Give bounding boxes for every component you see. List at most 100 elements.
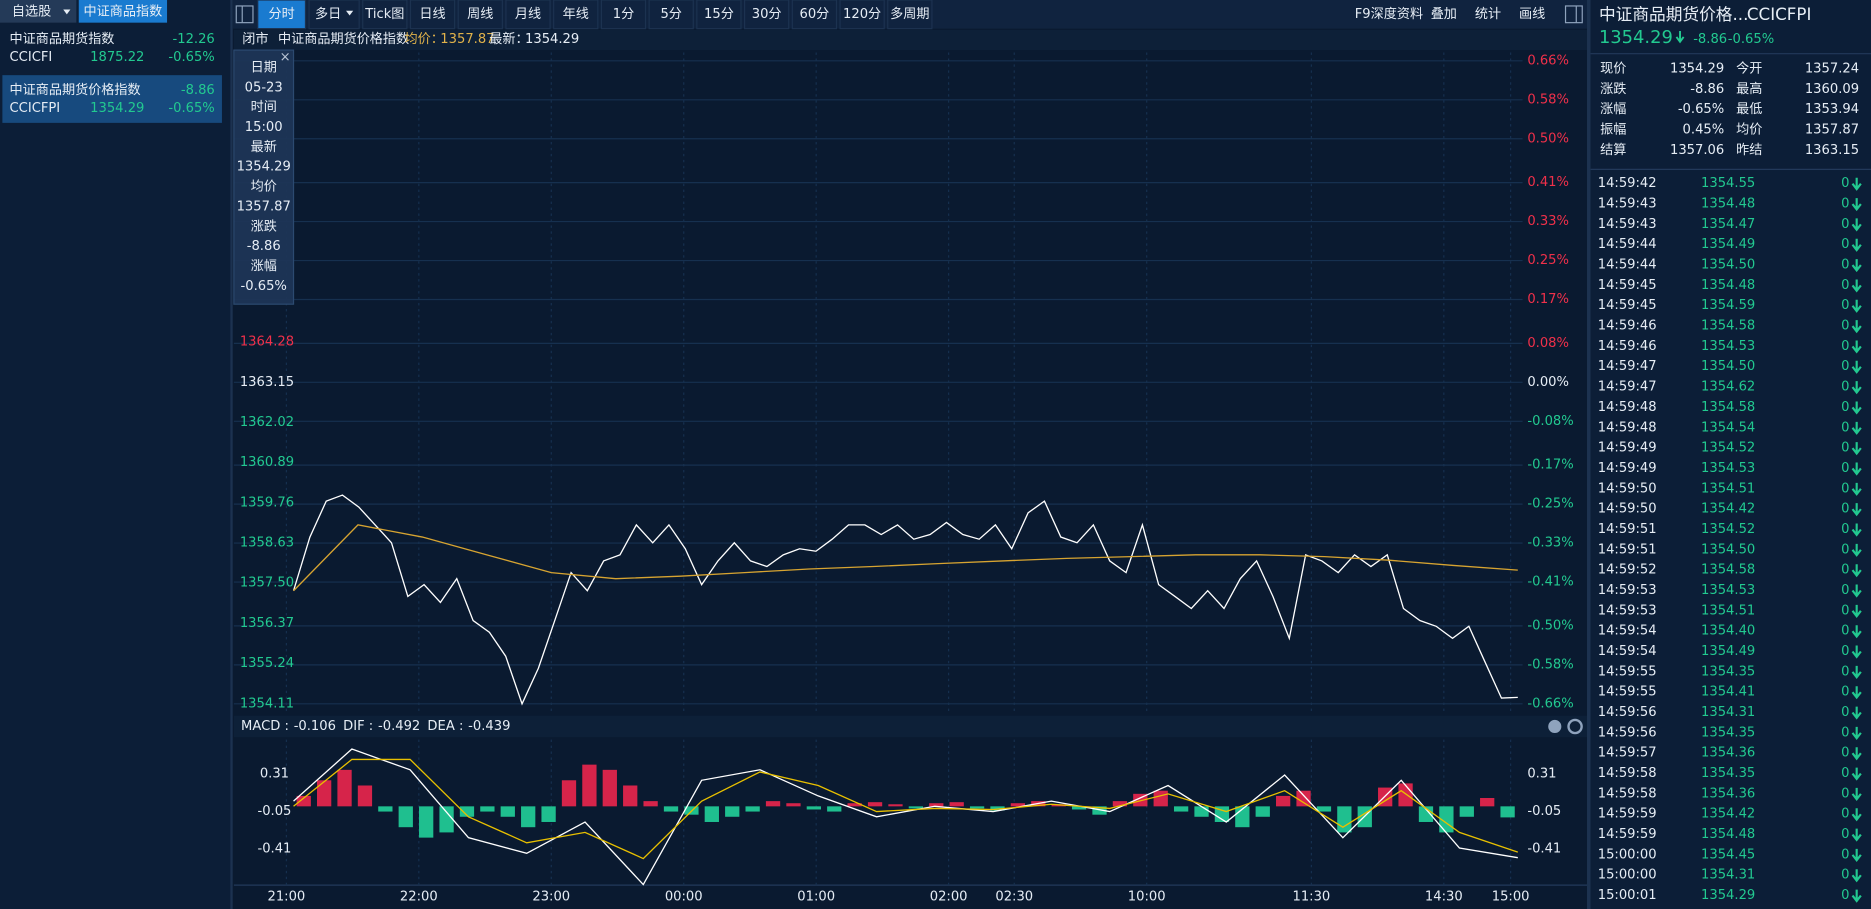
- y-tick-label: 1354.11: [240, 696, 294, 711]
- tab[interactable]: [78, 0, 168, 23]
- tick-price: 1354.49: [1701, 237, 1755, 252]
- x-tick-label: 15:00: [1492, 890, 1530, 905]
- last-label: 最新：: [489, 31, 528, 47]
- toolbar-button-label[interactable]: 统计: [1475, 6, 1501, 22]
- close-icon[interactable]: [1548, 719, 1562, 734]
- toolbar-button[interactable]: [887, 0, 933, 30]
- x-tick-label: 01:00: [797, 890, 835, 905]
- down-arrow: [1675, 31, 1685, 44]
- toolbar-button-label[interactable]: 分时: [268, 6, 294, 22]
- toolbar-button[interactable]: [648, 0, 694, 30]
- toolbar-button-label[interactable]: 60分: [799, 6, 829, 22]
- toolbar-button-label[interactable]: F9深度资料: [1355, 6, 1423, 22]
- toolbar-button-label[interactable]: Tick图: [364, 7, 404, 22]
- toolbar-button-label[interactable]: 1分: [613, 6, 634, 22]
- y-tick-label: 1357.50: [240, 576, 294, 591]
- toolbar-button-label[interactable]: 15分: [704, 6, 734, 22]
- toolbar-button[interactable]: [257, 0, 307, 30]
- macd-bar: [378, 806, 393, 812]
- toggle-left-icon[interactable]: [235, 5, 254, 24]
- macd-bar: [704, 806, 719, 822]
- status: 闭市: [242, 30, 268, 47]
- toolbar-button[interactable]: [791, 0, 838, 30]
- tab[interactable]: [0, 0, 77, 23]
- tick-price: 1354.49: [1701, 644, 1755, 659]
- quote-value: -0.65%: [1678, 102, 1724, 117]
- toolbar-button-label[interactable]: 周线: [467, 6, 493, 22]
- down-arrow: [1851, 320, 1862, 334]
- toolbar-button[interactable]: [505, 0, 551, 30]
- toolbar-button-label[interactable]: 月线: [515, 6, 541, 22]
- toolbar-button[interactable]: [743, 0, 790, 30]
- toolbar-button-label[interactable]: 多周期: [890, 5, 929, 22]
- x-tick-label: 14:30: [1425, 890, 1463, 905]
- tick-volume: 0: [1841, 400, 1849, 415]
- toggle-right-icon[interactable]: [1564, 5, 1583, 24]
- toolbar-button-label[interactable]: 画线: [1519, 6, 1545, 22]
- tick-volume: 0: [1841, 380, 1849, 395]
- down-arrow: [1851, 848, 1862, 863]
- popup-close[interactable]: ×: [280, 50, 291, 65]
- item-name[interactable]: 中证商品期货价格指数: [10, 81, 141, 98]
- x-tick-label: 23:00: [532, 890, 570, 905]
- quote-label: 涨幅: [1600, 101, 1626, 117]
- tick-volume: 0: [1841, 258, 1849, 273]
- toolbar-button-label[interactable]: 年线: [563, 6, 589, 22]
- tick-price: 1354.53: [1701, 461, 1755, 476]
- tick-volume: 0: [1841, 278, 1849, 293]
- y2-tick-label: 0.50%: [1527, 131, 1569, 146]
- toolbar-button[interactable]: [457, 0, 503, 30]
- macd-bar: [582, 764, 597, 807]
- dea-line: [293, 758, 1519, 860]
- toolbar-button[interactable]: [362, 0, 408, 30]
- item-name[interactable]: 中证商品期货指数: [10, 30, 115, 47]
- macd-bar: [357, 785, 373, 807]
- down-arrow: [1851, 808, 1862, 822]
- toolbar-button-label[interactable]: 日线: [419, 6, 445, 22]
- toolbar-button[interactable]: [600, 0, 647, 30]
- legend-label: MACD :: [241, 719, 289, 734]
- macd-bar: [888, 804, 903, 807]
- x-tick-label: 02:30: [995, 890, 1033, 905]
- y2-tick-label: 0.41%: [1527, 175, 1569, 190]
- tick-price: 1354.50: [1701, 258, 1755, 273]
- tick-price: 1354.42: [1701, 807, 1755, 822]
- macd-bar: [1092, 806, 1107, 815]
- tick-time: 14:59:46: [1598, 319, 1657, 334]
- tick-price: 1354.36: [1701, 746, 1755, 761]
- macd-bar: [1112, 801, 1128, 807]
- toolbar-button-label[interactable]: 多日: [315, 5, 341, 22]
- settings-icon[interactable]: [1567, 718, 1583, 735]
- item-code: CCICFPI: [10, 101, 61, 116]
- down-arrow: [1851, 706, 1862, 720]
- tick-time: 14:59:54: [1598, 624, 1657, 639]
- y-tick-label: -0.41: [1527, 842, 1561, 857]
- toolbar-button-label[interactable]: 30分: [752, 6, 782, 22]
- tick-volume: 0: [1841, 359, 1849, 374]
- tab-label[interactable]: 中证商品指数: [84, 3, 163, 19]
- macd-bar: [1296, 790, 1311, 807]
- tick-price: 1354.42: [1701, 502, 1755, 517]
- toolbar-button[interactable]: [839, 0, 885, 30]
- tick-time: 14:59:58: [1598, 786, 1657, 801]
- tick-time: 14:59:52: [1598, 563, 1657, 578]
- item-change: -8.86: [181, 83, 215, 98]
- toolbar-button[interactable]: [308, 0, 360, 30]
- toolbar-button[interactable]: [553, 0, 599, 30]
- toolbar-button[interactable]: [409, 0, 456, 30]
- macd-bar: [929, 803, 944, 807]
- tab-label[interactable]: 自选股: [12, 3, 51, 19]
- y2-tick-label: -0.17%: [1527, 458, 1573, 473]
- tick-price: 1354.53: [1701, 339, 1755, 354]
- toolbar-button[interactable]: [696, 0, 742, 30]
- item-pct: -0.65%: [168, 50, 214, 65]
- macd-bar: [786, 803, 801, 807]
- toolbar-button-label[interactable]: 5分: [660, 6, 681, 22]
- y2-tick-label: 0.00%: [1527, 375, 1569, 390]
- quote-label: 最低: [1736, 101, 1762, 117]
- tick-volume: 0: [1841, 685, 1849, 700]
- toolbar-button-label[interactable]: 叠加: [1431, 6, 1457, 22]
- toolbar-button-label[interactable]: 120分: [843, 6, 881, 22]
- y2-tick-label: -0.25%: [1527, 497, 1573, 512]
- down-arrow: [1851, 279, 1862, 293]
